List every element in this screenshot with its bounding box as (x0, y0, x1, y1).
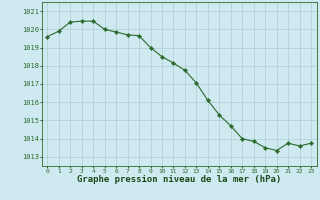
X-axis label: Graphe pression niveau de la mer (hPa): Graphe pression niveau de la mer (hPa) (77, 175, 281, 184)
